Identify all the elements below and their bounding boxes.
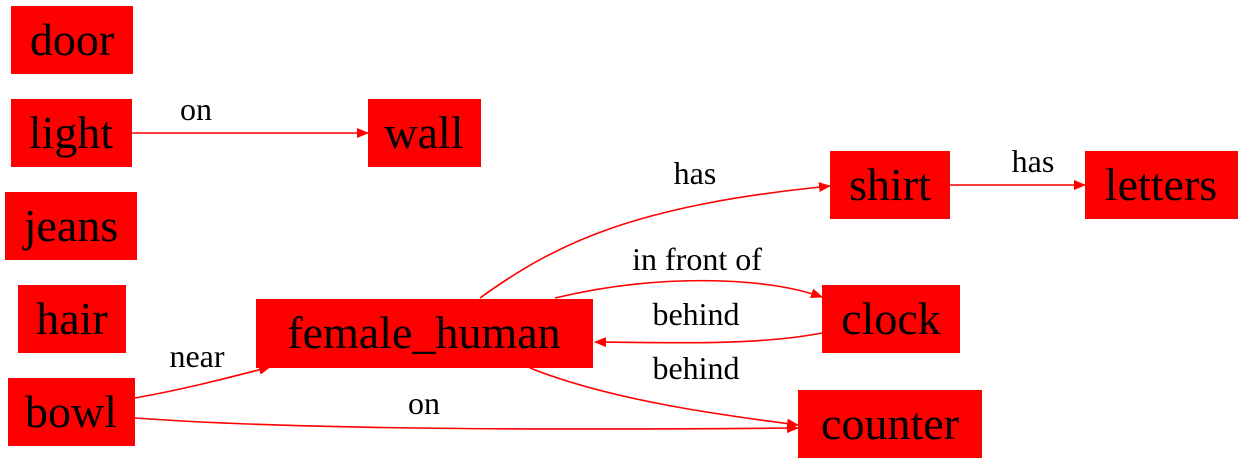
node-female-human-label: female_human <box>287 307 560 358</box>
edge-female-human-clock <box>554 279 823 299</box>
node-hair-box <box>18 285 126 353</box>
node-shirt[interactable]: shirt <box>830 151 950 219</box>
edge-label-bowl-counter: on <box>408 385 440 421</box>
node-hair[interactable]: hair <box>18 285 126 353</box>
edge-label-female-human-counter: behind <box>652 350 739 386</box>
node-wall[interactable]: wall <box>368 99 481 167</box>
node-jeans-label: jeans <box>22 200 119 251</box>
node-counter[interactable]: counter <box>798 390 982 458</box>
node-letters-box <box>1085 151 1238 219</box>
node-shirt-box <box>830 151 950 219</box>
edge-label-light-wall: on <box>180 91 212 127</box>
node-clock-label: clock <box>841 293 941 344</box>
edge-clock-female-human <box>594 332 823 348</box>
edge-female-human-counter <box>529 367 799 429</box>
node-bowl-box <box>8 378 135 446</box>
edge-label-shirt-letters: has <box>1012 143 1055 179</box>
node-light-box <box>11 99 132 167</box>
edge-label-bowl-female-human: near <box>169 338 224 374</box>
edge-female-human-shirt <box>479 182 831 299</box>
node-bowl[interactable]: bowl <box>8 378 135 446</box>
node-hair-label: hair <box>36 293 108 344</box>
node-wall-box <box>368 99 481 167</box>
node-clock[interactable]: clock <box>822 285 960 353</box>
node-letters[interactable]: letters <box>1085 151 1238 219</box>
node-female-human[interactable]: female_human <box>256 299 593 368</box>
node-jeans-box <box>5 192 137 260</box>
edge-bowl-female-human <box>134 364 271 399</box>
nodes: door light wall jeans hair bowl female_h… <box>5 6 1238 458</box>
node-light[interactable]: light <box>11 99 132 167</box>
edge-label-female-human-shirt: has <box>674 155 717 191</box>
node-jeans[interactable]: jeans <box>5 192 137 260</box>
edges <box>132 128 1086 434</box>
edge-labels: on has has in front of behind behind nea… <box>169 91 1054 421</box>
node-door[interactable]: door <box>11 6 133 74</box>
node-female-human-box <box>256 299 593 368</box>
node-wall-label: wall <box>384 107 463 158</box>
node-shirt-label: shirt <box>849 159 931 210</box>
node-bowl-label: bowl <box>25 386 117 437</box>
node-clock-box <box>822 285 960 353</box>
node-counter-box <box>798 390 982 458</box>
node-door-label: door <box>30 14 114 65</box>
edge-label-female-human-clock: in front of <box>632 241 762 277</box>
node-door-box <box>11 6 133 74</box>
node-counter-label: counter <box>821 398 959 449</box>
edge-label-clock-female-human: behind <box>652 296 739 332</box>
node-light-label: light <box>29 107 114 158</box>
node-letters-label: letters <box>1105 159 1217 210</box>
edge-bowl-counter <box>134 417 799 434</box>
